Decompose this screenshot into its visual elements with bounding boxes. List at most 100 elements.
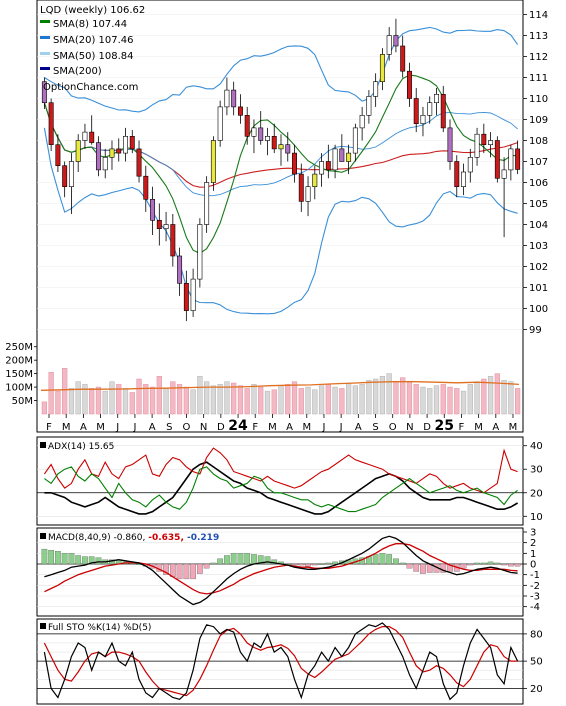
volume-bar [393, 381, 399, 415]
candle-body [96, 142, 101, 171]
macd-histogram-bar [197, 563, 203, 574]
volume-bar [420, 386, 426, 415]
candle-body [217, 106, 223, 141]
volume-bar [231, 382, 237, 415]
candle-body [427, 102, 433, 116]
indicator-tick-label: 10 [530, 512, 543, 523]
macd-histogram-bar [305, 563, 311, 567]
adx-panel: 40 30 20 10 ADX(14) 15.65 [36, 436, 543, 526]
candle-body [265, 136, 270, 141]
indicator-tick-label: -2 [530, 581, 540, 592]
volume-bar [237, 385, 244, 415]
macd-histogram-bar [217, 558, 224, 565]
candle-body [292, 152, 297, 175]
macd-histogram-bar [291, 563, 298, 566]
candle-body [373, 81, 379, 97]
adx-legend: ADX(14) 15.65 [48, 442, 114, 452]
volume-tick-label: 200M [5, 356, 33, 367]
candle-body [156, 220, 162, 230]
candle-body [251, 127, 257, 137]
candle-body [129, 136, 135, 150]
macd-histogram-bar [203, 563, 210, 569]
macd-histogram-bar [298, 563, 305, 566]
volume-bar [95, 386, 102, 415]
volume-bar [258, 386, 264, 415]
volume-bar [55, 390, 61, 415]
candle-body [197, 224, 203, 280]
adx-legend-swatch [40, 442, 46, 448]
candle-body [515, 148, 521, 170]
candle-body [143, 175, 149, 200]
candlesticks [41, 18, 521, 322]
macd-histogram-bar [264, 556, 271, 565]
adx-series-line [43, 447, 518, 494]
volume-bar [62, 368, 68, 415]
macd-histogram-bar [163, 563, 169, 575]
price-tick-label: 112 [529, 52, 548, 63]
volume-bar [278, 385, 284, 415]
date-tick-label: A [80, 422, 87, 433]
date-tick-label: J [115, 422, 119, 433]
volume-bars [40, 368, 521, 415]
chart-title: LQD (weekly) 106.62 [40, 5, 145, 16]
volume-bar [102, 390, 108, 415]
macd-histogram-bar [68, 553, 75, 565]
macd-histogram-bar [514, 563, 521, 567]
macd-histogram-bar [183, 563, 190, 580]
indicator-tick-label: 0 [530, 560, 536, 571]
price-tick-label: 100 [529, 304, 548, 315]
price-grid [37, 14, 523, 330]
price-tick-label: 105 [529, 199, 548, 210]
date-tick-label: 25 [435, 418, 454, 434]
volume-bar [136, 378, 142, 415]
legend-sma50: SMA(50) 108.84 [53, 51, 134, 62]
candle-body [177, 255, 183, 284]
macd-histogram-bar [440, 563, 447, 573]
candle-body [494, 140, 500, 179]
price-tick-label: 108 [529, 136, 548, 147]
macd-histogram-bar [480, 562, 487, 565]
date-tick-label: F [459, 422, 465, 433]
legend-swatch-sma20 [40, 36, 50, 39]
macd-histogram-bar [95, 557, 102, 565]
candle-body [271, 136, 277, 150]
date-tick-label: J [321, 422, 325, 433]
macd-frame [36, 527, 524, 617]
candle-body [447, 127, 453, 162]
volume-bar [366, 380, 372, 415]
volume-bar [494, 373, 500, 415]
candle-body [393, 35, 399, 47]
date-tick-label: J [339, 422, 343, 433]
volume-bar [352, 385, 358, 415]
volume-bar [427, 388, 433, 415]
candle-body [68, 161, 74, 188]
indicator-tick-label: 20 [530, 488, 543, 499]
indicator-tick-label: -1 [530, 570, 540, 581]
adx-series-line [44, 466, 518, 513]
legend-swatch-sma50 [40, 52, 50, 55]
candle-body [102, 157, 108, 171]
candle-body [366, 96, 372, 116]
candle-body [224, 89, 230, 108]
volume-bar [217, 384, 223, 415]
volume-bar [339, 388, 345, 415]
candle-body [237, 106, 243, 116]
volume-bar [264, 390, 271, 415]
candle-body [258, 127, 264, 141]
adx-frame [36, 436, 524, 526]
volume-bar [251, 384, 257, 415]
macd-legend-swatch [40, 533, 46, 539]
date-tick-label: A [355, 422, 362, 433]
macd-histogram-bar [386, 554, 393, 565]
indicator-tick-label: 1 [530, 549, 536, 560]
macd-histogram-bar [372, 554, 379, 565]
sto-legend: Full STO %K(14) %D(5) [48, 623, 151, 633]
volume-bar [285, 384, 291, 415]
volume-bar [440, 384, 446, 415]
volume-tick-label: 150M [5, 369, 33, 380]
macd-histogram-bar [237, 553, 244, 565]
macd-histogram-bar [406, 563, 413, 569]
bollinger-lower [43, 127, 518, 315]
price-tick-label: 101 [529, 283, 548, 294]
